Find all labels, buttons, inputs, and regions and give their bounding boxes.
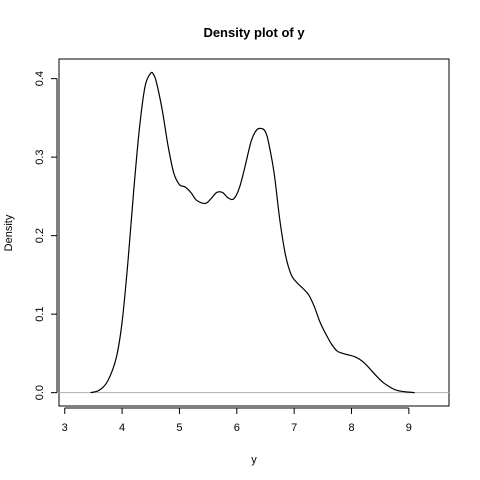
- density-curve: [90, 71, 415, 394]
- y-tick-label: 0.3: [34, 149, 46, 164]
- chart-title: Density plot of y: [203, 25, 305, 40]
- y-tick-label: 0.2: [34, 228, 46, 243]
- x-axis: 3 4 5 6 7 8 9: [62, 407, 412, 434]
- y-axis-label: Density: [3, 214, 15, 251]
- y-axis: 0.0 0.1 0.2 0.3 0.4: [34, 71, 58, 400]
- x-axis-label: y: [251, 454, 257, 466]
- y-tick-label: 0.1: [34, 306, 46, 321]
- x-tick-label: 6: [234, 422, 240, 434]
- y-tick-label: 0.0: [34, 385, 46, 400]
- y-tick-label: 0.4: [34, 71, 46, 86]
- plot-frame: [58, 58, 450, 407]
- x-tick-label: 4: [119, 422, 125, 434]
- x-tick-label: 5: [176, 422, 182, 434]
- x-tick-label: 8: [348, 422, 354, 434]
- x-tick-label: 9: [406, 422, 412, 434]
- x-tick-label: 7: [291, 422, 297, 434]
- x-tick-label: 3: [62, 422, 68, 434]
